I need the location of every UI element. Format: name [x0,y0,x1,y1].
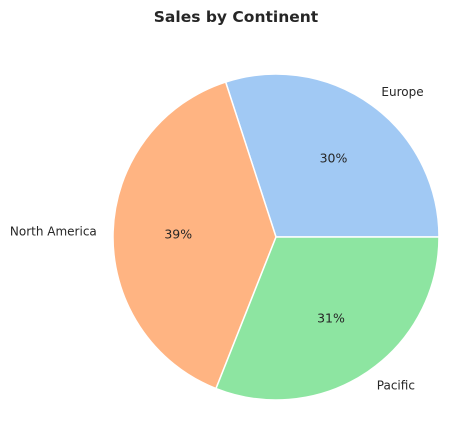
slice-label-pacific: Pacific [377,378,415,392]
slice-percent-europe: 30% [320,150,348,165]
slice-label-europe: Europe [381,85,423,99]
slice-percent-pacific: 31% [317,310,345,325]
pie-slice-europe [224,73,440,238]
slice-label-north-america: North America [10,224,97,238]
pie-slice-north-america [112,81,277,390]
chart-title: Sales by Continent [153,8,319,26]
slice-percent-north-america: 39% [164,226,192,241]
pie-slice-pacific [215,236,440,401]
